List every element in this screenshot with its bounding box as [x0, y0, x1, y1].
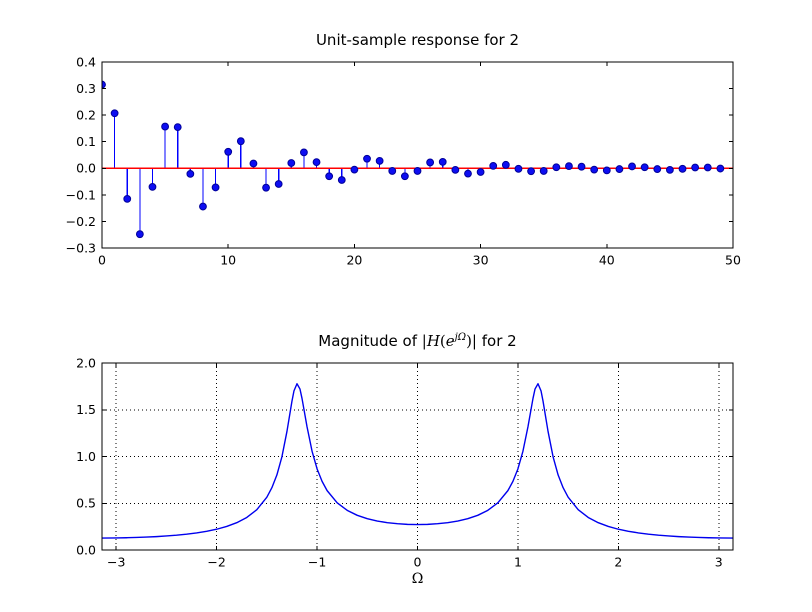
title-part: (: [439, 332, 446, 350]
stem-marker: [148, 182, 157, 191]
stem-marker: [388, 167, 397, 175]
stem-marker: [552, 163, 561, 172]
stem-marker: [211, 183, 220, 192]
stem-marker: [102, 80, 106, 89]
stem-marker: [186, 169, 195, 178]
stem-marker: [249, 159, 258, 168]
stem-marker: [262, 183, 270, 192]
stem-marker: [602, 166, 611, 175]
stem-marker: [300, 148, 308, 157]
stem-marker: [287, 159, 296, 167]
stem-marker: [539, 167, 548, 175]
stem-marker: [653, 165, 662, 173]
y-tick-label: 1.5: [76, 402, 96, 417]
stem-marker: [413, 167, 422, 175]
stem-marker: [501, 160, 510, 169]
magnitude-curve: [102, 383, 733, 539]
x-tick-label: 10: [220, 253, 236, 268]
stem-marker: [464, 169, 472, 178]
bottom-plot-title: Magnitude of |H(ejΩ)| for 2: [102, 329, 733, 350]
x-tick-label: −3: [107, 555, 125, 570]
stem-marker: [666, 165, 674, 174]
x-tick-label: 20: [346, 253, 362, 268]
title-part: Magnitude of: [318, 332, 422, 350]
stem-marker: [615, 165, 624, 173]
stem-marker: [110, 109, 119, 118]
y-tick-label: −0.2: [66, 214, 96, 229]
y-tick-label: 0.3: [76, 81, 96, 96]
stem-marker: [640, 163, 649, 172]
x-tick-label: −1: [308, 555, 326, 570]
y-tick-label: 0.0: [76, 542, 96, 557]
x-tick-label: 0: [414, 555, 422, 570]
stem-marker: [514, 164, 523, 173]
stem-marker: [703, 163, 712, 172]
x-tick-label: 3: [715, 555, 723, 570]
stem-marker: [375, 156, 384, 165]
title-part: for 2: [476, 332, 517, 350]
stem-marker: [135, 230, 144, 239]
title-part: )|: [466, 332, 477, 350]
stem-marker: [438, 158, 447, 166]
omega-xlabel: Ω: [411, 571, 424, 587]
stem-marker: [199, 202, 207, 211]
stem-marker: [337, 176, 346, 184]
stem-marker: [577, 162, 586, 171]
y-tick-label: 0.5: [76, 496, 96, 511]
y-tick-label: 0.4: [76, 54, 96, 69]
y-tick-label: 1.0: [76, 449, 96, 464]
y-tick-label: 0.1: [76, 134, 96, 149]
x-tick-label: −2: [207, 555, 225, 570]
top-axes-spines: [101, 61, 734, 249]
stem-marker: [590, 165, 599, 174]
stem-marker: [716, 164, 725, 173]
title-part: jΩ: [454, 332, 467, 343]
stem-marker: [236, 137, 245, 146]
stem-marker: [451, 165, 460, 174]
y-tick-label: −0.3: [66, 240, 96, 255]
stem-marker: [565, 162, 573, 171]
x-tick-label: 1: [514, 555, 522, 570]
stem-marker: [363, 154, 371, 163]
x-tick-label: 0: [98, 253, 106, 268]
y-tick-label: 0.2: [76, 108, 96, 123]
stem-marker: [123, 194, 132, 203]
stem-marker: [678, 164, 687, 173]
stem-marker: [325, 172, 334, 181]
title-part: |: [421, 332, 427, 350]
y-tick-label: 0.0: [76, 161, 96, 176]
stem-marker: [350, 165, 359, 174]
title-part: e: [445, 332, 455, 350]
x-tick-label: 2: [614, 555, 622, 570]
stem-marker: [426, 158, 435, 167]
stem-marker: [527, 167, 535, 176]
stem-marker: [224, 147, 233, 156]
title-part: H: [426, 332, 440, 350]
stem-marker: [628, 162, 636, 171]
stem-marker: [161, 122, 170, 131]
stem-marker: [173, 123, 182, 131]
stem-series: [102, 80, 733, 239]
stem-marker: [274, 180, 283, 188]
x-tick-label: 50: [725, 253, 741, 268]
top-plot-title: Unit-sample response for 2: [315, 31, 520, 49]
x-tick-label: 30: [473, 253, 489, 268]
y-tick-label: −0.1: [66, 187, 96, 202]
stem-marker: [489, 161, 498, 170]
stem-marker: [400, 172, 409, 181]
stem-marker: [691, 163, 700, 172]
x-tick-label: 40: [599, 253, 615, 268]
y-tick-label: 2.0: [76, 355, 96, 370]
stem-marker: [312, 158, 321, 167]
stem-marker: [476, 168, 485, 176]
